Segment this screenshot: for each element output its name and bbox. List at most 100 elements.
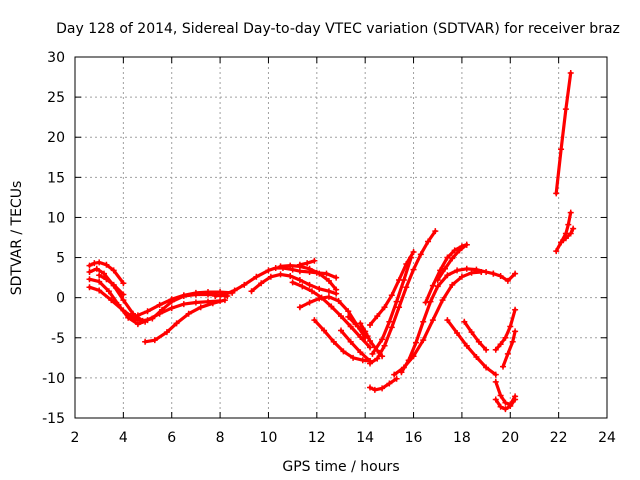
data-point [86, 262, 93, 269]
data-point [86, 284, 93, 291]
data-point [483, 268, 490, 275]
data-point [328, 303, 335, 310]
data-point [562, 235, 569, 242]
data-point [367, 384, 374, 391]
x-tick-label: 22 [550, 430, 568, 446]
data-point [381, 304, 388, 311]
data-point [367, 360, 374, 367]
data-point [454, 267, 461, 274]
series-track-32 [501, 329, 517, 369]
data-point [103, 276, 110, 283]
data-point [338, 313, 344, 320]
data-point [212, 293, 219, 300]
data-point [562, 106, 569, 113]
data-point [497, 392, 504, 399]
data-point [410, 266, 417, 273]
data-point [316, 295, 323, 302]
data-point [381, 342, 388, 349]
y-tick-label: 10 [47, 210, 65, 226]
data-point [258, 280, 265, 287]
data-point [558, 239, 565, 246]
data-point [272, 264, 279, 271]
data-point [412, 339, 419, 346]
data-point [316, 285, 323, 292]
data-point [296, 304, 303, 311]
data-point [132, 316, 139, 323]
data-point [504, 350, 511, 357]
data-point [509, 338, 516, 345]
data-point [287, 262, 294, 269]
data-point [144, 308, 151, 315]
data-point [362, 328, 369, 335]
data-point [432, 228, 439, 235]
data-point [335, 297, 342, 304]
data-point [306, 299, 313, 306]
data-point [512, 270, 519, 277]
data-point [410, 248, 417, 255]
data-point [374, 355, 381, 362]
data-point [338, 327, 344, 334]
data-point [497, 273, 504, 280]
data-point [483, 346, 490, 353]
data-point [289, 279, 296, 286]
series-track-03 [87, 277, 222, 326]
data-point [463, 265, 470, 272]
data-point [185, 310, 192, 317]
data-point [287, 273, 294, 280]
data-point [458, 273, 465, 280]
data-point [398, 369, 405, 376]
series-track-26 [445, 318, 498, 377]
data-point [369, 350, 376, 357]
data-point [308, 288, 315, 295]
x-tick-label: 6 [167, 430, 176, 446]
data-point [91, 260, 98, 267]
series-layer [86, 70, 577, 413]
data-point [567, 70, 574, 77]
data-point [405, 357, 412, 364]
data-point [497, 341, 504, 348]
data-point [374, 313, 381, 320]
data-point [96, 287, 103, 294]
data-point [205, 289, 211, 296]
data-point [241, 281, 248, 288]
data-point [209, 300, 216, 307]
y-tick-label: -5 [51, 331, 65, 347]
data-point [425, 238, 432, 245]
data-point [156, 310, 163, 317]
data-point [379, 336, 386, 343]
y-axis-label: SDTVAR / TECUs [9, 181, 25, 296]
data-point [316, 270, 323, 277]
data-point [507, 402, 514, 409]
y-tick-label: 15 [47, 170, 65, 186]
data-point [221, 291, 228, 298]
data-point [444, 272, 451, 279]
data-point [386, 380, 393, 387]
x-axis-label: GPS time / hours [282, 459, 399, 475]
series-track-15 [339, 329, 372, 363]
data-point [567, 230, 574, 237]
data-point [221, 297, 228, 304]
data-point [483, 364, 490, 371]
data-point [396, 304, 403, 311]
data-point [110, 281, 117, 288]
data-point [502, 399, 509, 406]
grid-layer [75, 57, 607, 418]
chart-title: Day 128 of 2014, Sidereal Day-to-day VTE… [56, 21, 620, 37]
data-point [504, 277, 511, 284]
data-point [299, 283, 306, 290]
data-point [101, 270, 108, 277]
data-point [434, 277, 441, 284]
data-point [311, 317, 318, 324]
data-point [325, 288, 332, 295]
data-point [330, 338, 337, 345]
data-point [463, 241, 470, 248]
data-point [105, 288, 112, 295]
data-point [333, 274, 340, 281]
data-point [93, 265, 100, 272]
x-tick-label: 14 [356, 430, 374, 446]
data-point [304, 260, 311, 267]
series-track-33 [554, 71, 573, 195]
data-point [473, 354, 480, 361]
data-point [323, 270, 330, 277]
